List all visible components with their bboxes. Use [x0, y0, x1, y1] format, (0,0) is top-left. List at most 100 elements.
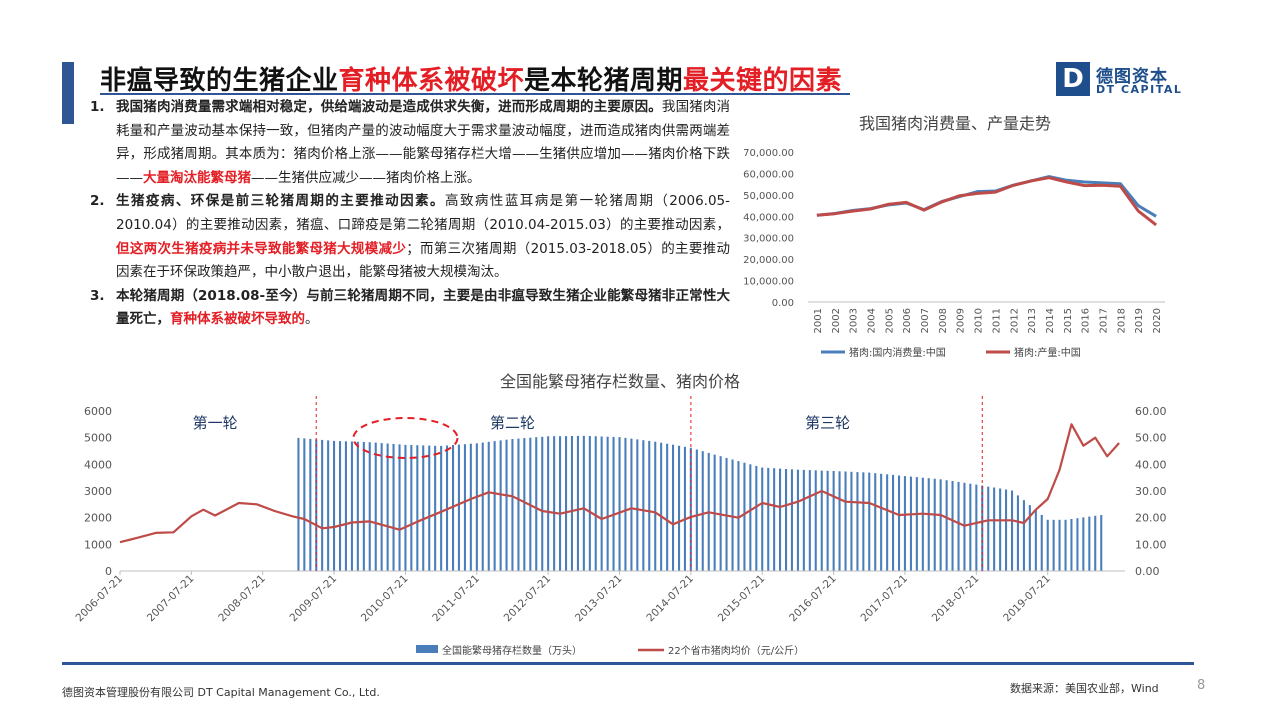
footer-company: 德图资本管理股份有限公司 DT Capital Management Co., …	[62, 686, 380, 699]
left-y-tick-label: 4000	[84, 458, 112, 471]
x-tick-label: 2006-07-21	[73, 573, 125, 625]
sow-inventory-bar	[1076, 518, 1079, 571]
left-y-tick-label: 3000	[84, 485, 112, 498]
right-y-tick-label: 20.00	[1135, 512, 1167, 525]
logo-chinese-name: 德图资本	[1096, 67, 1168, 87]
page-title: 非瘟导致的生猪企业育种体系被破坏是本轮猪周期最关键的因素	[100, 60, 842, 97]
sow-inventory-bar	[606, 436, 609, 571]
sow-inventory-bar	[559, 436, 562, 571]
sow-inventory-bar	[594, 436, 597, 571]
x-tick-label: 2015	[1063, 308, 1074, 333]
key-point-text: 高致病性蓝耳病是第一轮猪周期（2006.05-2010.04）的主要推动因素，猪…	[116, 193, 731, 233]
sow-inventory-bar	[547, 436, 550, 571]
sow-inventory-bar	[1040, 514, 1043, 571]
sow-inventory-bar	[868, 472, 871, 571]
sow-inventory-bar	[666, 443, 669, 571]
x-tick-label: 2012-07-21	[502, 573, 554, 625]
logo-mark-icon: D	[1056, 62, 1090, 96]
sow-inventory-bar	[1064, 519, 1067, 571]
sow-inventory-bar	[909, 476, 912, 571]
company-logo: D 德图资本 DT CAPITAL	[1056, 62, 1186, 98]
x-tick-label: 2011-07-21	[430, 573, 482, 625]
sow-inventory-bar	[672, 444, 675, 571]
sow-inventory-bar	[517, 438, 520, 571]
key-point-highlight: 大量淘汰能繁母猪	[143, 169, 251, 186]
sow-inventory-bar	[416, 445, 419, 571]
x-tick-label: 2007-07-21	[145, 573, 197, 625]
key-point-number: 2.	[90, 193, 105, 210]
pork-price-line	[119, 423, 1120, 544]
sow-inventory-bar	[374, 442, 377, 571]
sow-inventory-bar	[898, 475, 901, 571]
sow-inventory-bar	[850, 471, 853, 571]
sow-inventory-bar	[350, 441, 353, 571]
sow-inventory-bar	[309, 438, 312, 571]
production-series-line	[816, 176, 1158, 227]
sow-inventory-bar	[630, 438, 633, 571]
sow-inventory-bar	[838, 471, 841, 571]
key-point-3: 3. 本轮猪周期（2018.08-至今）与前三轮猪周期不同，主要是由非瘟导致生猪企…	[90, 285, 730, 332]
sow-inventory-bar	[648, 440, 651, 571]
sow-inventory-bar	[892, 474, 895, 571]
sow-inventory-price-chart: 6000 5000 4000 3000 2000 1000 0 60.00 50.00 40.00…	[60, 394, 1180, 664]
sow-inventory-bar	[945, 480, 948, 571]
sow-inventory-bar	[802, 469, 805, 571]
sow-inventory-bar	[487, 441, 490, 571]
sow-inventory-bar	[796, 469, 799, 571]
left-y-tick-label: 2000	[84, 512, 112, 525]
sow-inventory-bar	[660, 442, 663, 571]
sow-inventory-bar	[368, 442, 371, 571]
right-y-tick-label: 10.00	[1135, 538, 1167, 551]
key-point-1: 1. 我国猪肉消费量需求端相对稳定，供给端波动是造成供求失衡，进而形成周期的主要原…	[90, 96, 730, 190]
consumption-production-svg: 70,000.00 60,000.00 50,000.00 40,000.00 30,0…	[743, 148, 1165, 359]
sow-inventory-bar	[624, 437, 627, 571]
sow-inventory-bar	[785, 469, 788, 571]
sow-inventory-bar	[588, 436, 591, 571]
sow-inventory-bar	[737, 461, 740, 571]
chart-title: 我国猪肉消费量、产量走势	[858, 114, 1051, 133]
title-part3: 是本轮猪周期	[524, 66, 684, 96]
sow-inventory-bar	[392, 444, 395, 571]
key-point-text-end: 。	[305, 311, 319, 328]
sow-inventory-bar	[874, 473, 877, 571]
sow-inventory-bar	[886, 474, 889, 571]
logo-english-name: DT CAPITAL	[1096, 83, 1183, 96]
sow-inventory-bar	[880, 473, 883, 571]
sow-inventory-bar	[327, 440, 330, 571]
legend-label: 22个省市猪肉均价（元/公斤）	[668, 644, 804, 657]
sow-inventory-bar	[553, 436, 556, 571]
x-tick-label: 2004	[866, 308, 877, 333]
x-tick-label: 2018	[1116, 308, 1127, 333]
sow-inventory-bar	[826, 470, 829, 571]
x-tick-label: 2018-07-21	[930, 573, 982, 625]
sow-inventory-bar	[1016, 495, 1019, 571]
sow-inventory-bar	[951, 481, 954, 571]
sow-inventory-bar	[499, 440, 502, 571]
right-y-tick-label: 30.00	[1135, 485, 1167, 498]
sow-inventory-bar	[570, 436, 573, 571]
right-y-tick-label: 40.00	[1135, 458, 1167, 471]
sow-inventory-bar	[321, 439, 324, 571]
x-tick-label: 2003	[849, 308, 860, 333]
x-tick-label: 2009	[956, 308, 967, 333]
sow-inventory-bar	[654, 441, 657, 571]
sow-inventory-bar	[398, 444, 401, 571]
sow-inventory-bar	[767, 467, 770, 571]
key-point-heading: 我国猪肉消费量需求端相对稳定，供给端波动是造成供求失衡，进而形成周期的主要原因。	[116, 99, 662, 115]
sow-inventory-bar	[1100, 515, 1103, 571]
x-tick-label: 2007	[920, 308, 931, 333]
y-tick-label: 30,000.00	[743, 234, 794, 245]
sow-inventory-bar	[469, 443, 472, 571]
sow-inventory-bar	[963, 482, 966, 571]
key-point-text: 我国猪肉消耗量和产量波动基本保持一致，但猪肉产量的波动幅度大于需求量波动幅度，进…	[116, 99, 731, 186]
x-tick-label: 2019	[1134, 308, 1145, 333]
x-tick-label: 2010-07-21	[359, 573, 411, 625]
sow-inventory-bar	[1046, 519, 1049, 571]
y-tick-label: 70,000.00	[743, 148, 794, 159]
sow-inventory-bar	[505, 439, 508, 571]
sow-inventory-bar	[1052, 519, 1055, 571]
x-tick-label: 2017	[1099, 308, 1110, 333]
sow-inventory-bar	[1058, 519, 1061, 571]
sow-inventory-bar	[362, 442, 365, 571]
sow-inventory-bar	[422, 445, 425, 571]
